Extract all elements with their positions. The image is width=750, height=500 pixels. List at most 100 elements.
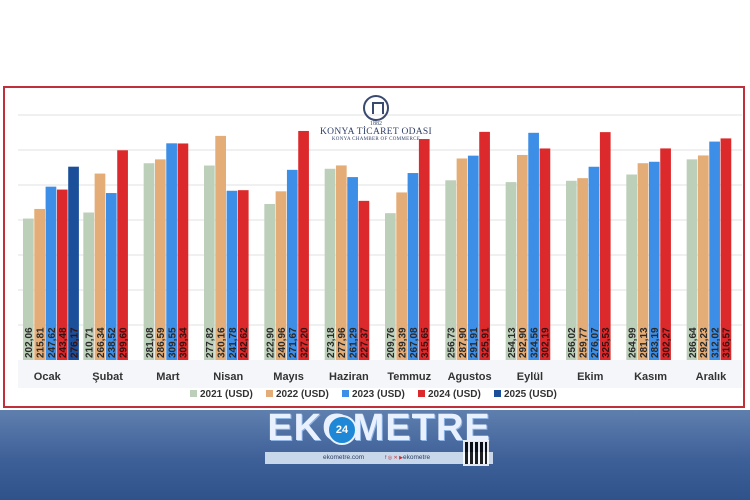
bar	[588, 166, 600, 360]
data-label: 240,96	[277, 327, 288, 358]
bar	[215, 135, 226, 360]
x-tick-label: Şubat	[92, 371, 123, 383]
data-label: 324,56	[529, 327, 540, 358]
data-label: 325,91	[480, 327, 491, 358]
bar	[528, 132, 539, 360]
data-label: 238,52	[107, 327, 118, 358]
legend-label: 2021 (USD)	[200, 389, 253, 400]
bar	[324, 168, 336, 360]
data-label: 302,19	[541, 327, 552, 358]
data-label: 215,81	[35, 327, 46, 358]
bar	[516, 154, 528, 360]
x-tick-label: Temmuz	[387, 371, 431, 383]
bar	[105, 193, 117, 360]
x-tick-label: Eylül	[517, 371, 543, 383]
bar	[686, 159, 698, 360]
bar	[34, 208, 45, 360]
brand-wordmark: EKOMETRE	[267, 407, 491, 449]
data-labels: 202,06 215,81 247,62 243,48 276,17 210,71 266,…	[24, 327, 733, 358]
x-tick-label: Ocak	[34, 371, 62, 383]
bar	[94, 173, 106, 360]
legend-label: 2024 (USD)	[428, 389, 481, 400]
x-tick-label: Kasım	[634, 371, 667, 383]
data-label: 287,90	[458, 327, 469, 358]
data-label: 210,71	[84, 327, 95, 358]
logo-year: 1882	[370, 121, 382, 127]
bar	[467, 155, 479, 360]
data-label: 273,18	[326, 327, 337, 358]
data-label: 286,59	[156, 327, 167, 358]
data-label: 261,29	[348, 327, 359, 358]
bar	[23, 218, 34, 360]
x-tick-label: Haziran	[329, 371, 369, 383]
bar	[117, 150, 128, 360]
legend-swatch	[342, 390, 349, 397]
bar	[298, 130, 309, 360]
social-icons: f ◎ ✕ ▶	[385, 455, 403, 461]
data-label: 292,23	[699, 327, 710, 358]
bar	[275, 191, 287, 360]
logo-name-en: KONYA CHAMBER OF COMMERCE	[331, 137, 421, 142]
x-axis: Ocak Şubat Mart Nisan Mayıs Haziran Temmuz Agus…	[34, 371, 727, 383]
data-label: 227,37	[360, 327, 371, 358]
bar	[45, 186, 57, 360]
data-label: 256,73	[446, 327, 457, 358]
brand-handle[interactable]: ekometre	[403, 454, 431, 461]
data-label: 256,02	[567, 327, 578, 358]
data-label: 281,08	[145, 327, 156, 358]
x-tick-label: Agustos	[448, 371, 492, 383]
x-tick-label: Mayıs	[273, 371, 304, 383]
legend-swatch	[494, 390, 501, 397]
data-label: 312,02	[710, 327, 721, 358]
bar	[264, 203, 276, 360]
bar	[626, 174, 638, 360]
bar	[83, 212, 95, 360]
data-label: 247,62	[47, 327, 58, 358]
data-label: 281,13	[639, 327, 650, 358]
brand-url[interactable]: ekometre.com	[323, 454, 365, 461]
bar	[286, 169, 298, 360]
bar	[335, 165, 347, 360]
bar	[720, 138, 732, 360]
bar	[204, 165, 215, 360]
data-label: 241,78	[228, 327, 239, 358]
data-label: 309,34	[179, 327, 190, 358]
data-label: 276,07	[590, 327, 601, 358]
data-label: 271,67	[288, 327, 299, 358]
bar	[599, 132, 611, 360]
data-label: 283,19	[650, 327, 661, 358]
legend-label: 2023 (USD)	[352, 389, 405, 400]
chamber-emblem-icon	[363, 95, 389, 121]
bar	[166, 143, 177, 360]
data-label: 277,96	[337, 327, 348, 358]
bar	[143, 163, 155, 360]
bar	[637, 163, 649, 360]
bar	[68, 166, 79, 360]
qr-code-icon	[463, 440, 489, 466]
chamber-logo: 1882 KONYA TİCARET ODASI KONYA CHAMBER O…	[316, 95, 436, 155]
data-label: 267,08	[409, 327, 420, 358]
bar	[697, 155, 709, 360]
data-label: 276,17	[69, 327, 80, 358]
legend: 2021 (USD) 2022 (USD) 2023 (USD) 2024 (USD)…	[190, 389, 557, 400]
bar	[226, 190, 238, 360]
data-label: 239,39	[397, 327, 408, 358]
bar	[177, 143, 189, 360]
bar	[648, 161, 660, 360]
x-tick-label: Mart	[156, 371, 180, 383]
bar	[445, 180, 457, 360]
bar	[418, 139, 430, 360]
data-label: 320,16	[216, 327, 227, 358]
data-label: 209,76	[386, 327, 397, 358]
bar	[237, 190, 249, 360]
data-label: 266,34	[96, 327, 107, 358]
legend-swatch	[266, 390, 273, 397]
bar	[505, 182, 517, 360]
data-label: 202,06	[24, 327, 35, 358]
data-label: 316,57	[722, 327, 733, 358]
bar	[396, 192, 407, 360]
data-label: 242,62	[239, 327, 250, 358]
bar	[347, 177, 358, 360]
data-label: 286,64	[688, 327, 699, 358]
bars	[23, 130, 732, 360]
